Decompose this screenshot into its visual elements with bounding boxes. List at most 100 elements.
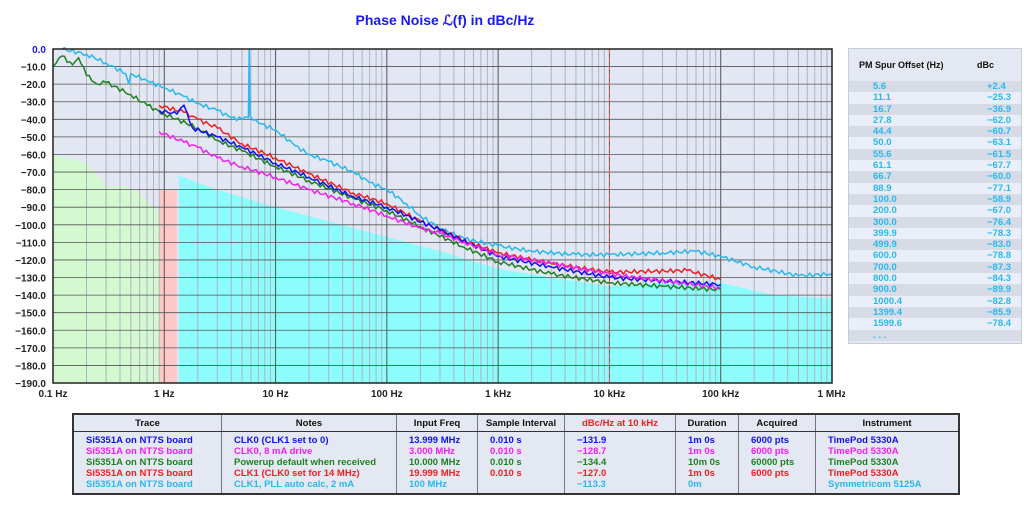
spur-dbc: −67.0	[987, 205, 1012, 217]
spur-dbc: −63.1	[987, 137, 1012, 149]
trace-cell: 6000 pts	[738, 431, 816, 446]
column-header: Instrument	[815, 414, 959, 432]
trace-cell: −128.7	[564, 446, 676, 457]
spur-offset: 44.4	[873, 126, 892, 138]
spur-dbc: −58.9	[987, 193, 1012, 205]
column-header: Duration	[675, 414, 739, 432]
spur-row: 399.9 −78.3	[849, 227, 1021, 240]
trace-cell: Symmetricom 5125A	[815, 479, 959, 494]
trace-cell: Si5351A on NT7S board	[72, 457, 222, 468]
y-tick-label: 0.0	[32, 45, 46, 56]
trace-legend-table: Trace Notes Input Freq Sample Interval dBc/H…	[72, 413, 960, 495]
trace-cell: 1m 0s	[675, 446, 739, 457]
spur-row: 1599.6 −78.4	[849, 318, 1021, 330]
x-tick-label: 1 Hz	[154, 389, 175, 400]
trace-row: Si5351A on NT7S board CLK0, 8 mA drive 3.0…	[72, 446, 959, 457]
column-header: Trace	[72, 414, 222, 432]
spur-dbc: −78.8	[987, 250, 1012, 262]
spur-offset: 16.7	[873, 103, 892, 115]
trace-cell: TimePod 5330A	[815, 468, 959, 479]
spur-dbc: −84.3	[987, 273, 1012, 285]
spur-dbc: −87.3	[987, 261, 1012, 273]
trace-cell: CLK0, 8 mA drive	[221, 446, 397, 457]
y-tick-label: −180.0	[15, 361, 46, 372]
trace-cell: Si5351A on NT7S board	[72, 446, 222, 457]
trace-cell: TimePod 5330A	[815, 431, 959, 446]
spur-dbc: −83.0	[987, 239, 1012, 251]
trace-cell: 6000 pts	[738, 446, 816, 457]
trace-cell: 0.010 s	[477, 431, 565, 446]
plot-border	[52, 48, 833, 384]
trace-cell	[738, 479, 816, 494]
spur-row: 50.0 −63.1	[849, 137, 1021, 149]
spur-row: 900.0 −89.9	[849, 284, 1021, 296]
trace-cell: 6000 pts	[738, 468, 816, 479]
spur-row: 5.6 +2.4	[849, 81, 1021, 93]
trace-cell: 0.010 s	[477, 468, 565, 479]
spur-offset: 499.9	[873, 239, 897, 251]
spur-offset: 61.1	[873, 160, 892, 172]
y-tick-label: −190.0	[15, 379, 46, 390]
y-tick-label: −170.0	[15, 344, 46, 355]
x-tick-label: 100 kHz	[702, 389, 739, 400]
y-tick-label: −160.0	[15, 326, 46, 337]
spur-row: 27.8 −62.0	[849, 114, 1021, 127]
trace-cell	[477, 479, 565, 494]
trace-line	[158, 104, 722, 281]
trace-cell: −131.9	[564, 431, 676, 446]
spur-offset: 399.9	[873, 227, 897, 239]
spur-dbc: −36.9	[987, 103, 1012, 115]
column-header: Notes	[221, 414, 397, 432]
x-tick-label: 1 kHz	[485, 389, 511, 400]
chart-title: Phase Noise ℒ(f) in dBc/Hz	[355, 12, 535, 28]
spur-offset: 55.6	[873, 148, 892, 160]
trace-cell: Si5351A on NT7S board	[72, 468, 222, 479]
spur-dbc: −78.4	[987, 318, 1012, 330]
trace-cell: 0.010 s	[477, 446, 565, 457]
column-header: Input Freq	[396, 414, 478, 432]
spur-offset: 27.8	[873, 114, 892, 126]
y-tick-label: −40.0	[21, 115, 47, 126]
spur-row: 499.9 −83.0	[849, 239, 1021, 251]
spur-row: 55.6 −61.5	[849, 148, 1021, 161]
spur-offset: 50.0	[873, 137, 892, 149]
column-header: Acquired	[738, 414, 816, 432]
spur-offset: 66.7	[873, 171, 892, 183]
spur-dbc: −62.0	[987, 114, 1012, 126]
trace-cell: 0.010 s	[477, 457, 565, 468]
spur-row: 1000.4 −82.8	[849, 295, 1021, 307]
trace-cell: TimePod 5330A	[815, 446, 959, 457]
y-tick-label: −140.0	[15, 291, 46, 302]
spur-dbc: −77.1	[987, 182, 1012, 194]
y-tick-label: −100.0	[15, 221, 46, 232]
spur-row: 800.0 −84.3	[849, 273, 1021, 285]
spur-dbc: −85.9	[987, 306, 1012, 318]
spur-offset: 300.0	[873, 216, 897, 228]
spur-dbc-header: dBc	[977, 60, 995, 70]
spur-row: . . .	[849, 329, 1021, 341]
trace-row: Si5351A on NT7S board CLK0 (CLK1 set to 0…	[72, 431, 959, 446]
spur-row: 11.1 −25.3	[849, 92, 1021, 104]
trace-cell: Si5351A on NT7S board	[72, 431, 222, 446]
spur-offset: 88.9	[873, 182, 892, 194]
y-tick-label: −80.0	[21, 186, 47, 197]
x-tick-label: 10 Hz	[263, 389, 289, 400]
spur-offset: 600.0	[873, 250, 897, 262]
spur-offset: 1399.4	[873, 306, 903, 318]
spur-table-header: PM Spur Offset (Hz) dBc	[849, 49, 1021, 81]
trace-cell: −127.0	[564, 468, 676, 479]
trace-cell: CLK1, PLL auto calc, 2 mA	[221, 479, 397, 494]
trace-cell: Powerup default when received	[221, 457, 397, 468]
spur-row: 600.0 −78.8	[849, 250, 1021, 262]
trace-cell: 3.000 MHz	[396, 446, 478, 457]
spur-dbc: −67.7	[987, 160, 1012, 172]
spur-offset: 200.0	[873, 205, 897, 217]
spur-offset: . . .	[873, 329, 887, 341]
spur-row: 88.9 −77.1	[849, 182, 1021, 194]
y-tick-label: −30.0	[21, 98, 47, 109]
spur-dbc: −25.3	[987, 92, 1012, 104]
spur-row: 66.7 −60.0	[849, 171, 1021, 183]
spur-dbc: −89.9	[987, 284, 1012, 296]
spur-dbc: −78.3	[987, 227, 1012, 239]
spur-offset: 1000.4	[873, 295, 903, 307]
